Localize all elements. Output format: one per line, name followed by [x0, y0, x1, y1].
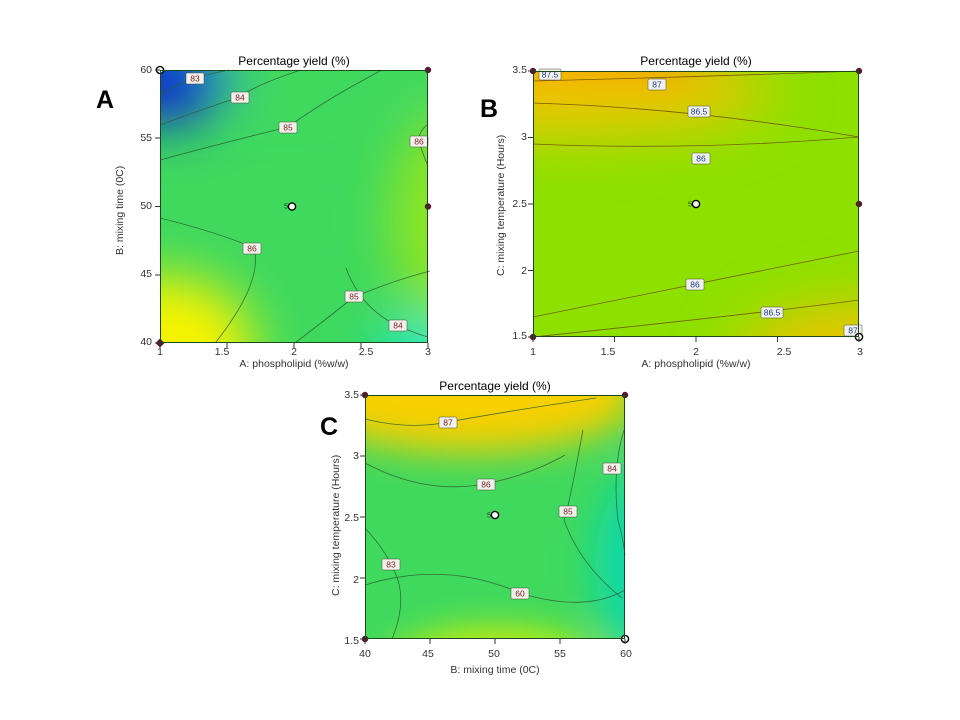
svg-text:83: 83	[190, 74, 200, 84]
svg-text:83: 83	[386, 560, 396, 570]
svg-text:86: 86	[696, 154, 706, 164]
svg-text:85: 85	[563, 507, 573, 517]
svg-text:84: 84	[607, 464, 617, 474]
svg-text:86.5: 86.5	[691, 107, 708, 117]
svg-text:84: 84	[393, 321, 403, 331]
svg-text:87: 87	[652, 80, 662, 90]
svg-text:60: 60	[515, 589, 525, 599]
svg-text:86: 86	[414, 137, 424, 147]
svg-text:86: 86	[690, 280, 700, 290]
svg-text:86: 86	[247, 244, 257, 254]
svg-text:5: 5	[688, 200, 692, 209]
svg-text:5: 5	[284, 202, 288, 211]
svg-text:85: 85	[349, 292, 359, 302]
svg-text:86: 86	[481, 480, 491, 490]
svg-text:87: 87	[443, 418, 453, 428]
svg-text:86.5: 86.5	[764, 308, 781, 318]
svg-text:84: 84	[235, 93, 245, 103]
svg-text:85: 85	[283, 123, 293, 133]
svg-text:5: 5	[487, 511, 491, 520]
